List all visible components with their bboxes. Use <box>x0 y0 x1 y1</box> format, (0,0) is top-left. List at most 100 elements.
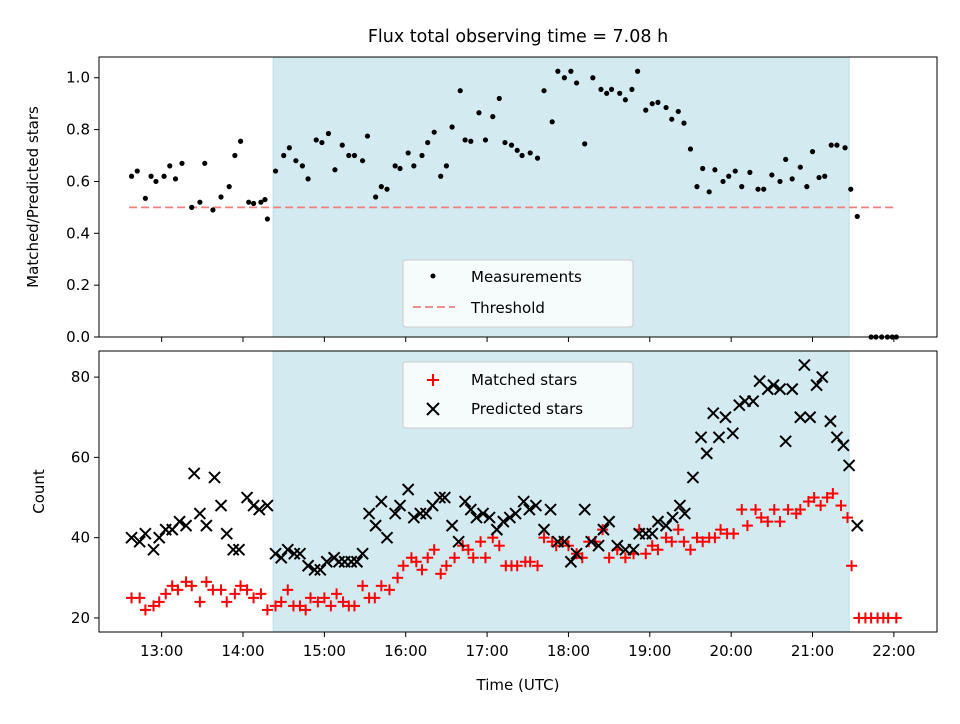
measurement-point <box>419 152 425 159</box>
measurement-point <box>449 124 455 130</box>
measurement-point <box>305 176 311 182</box>
matched-point <box>410 556 422 568</box>
matched-point <box>479 552 491 564</box>
measurement-point <box>842 145 848 151</box>
figure-title: Flux total observing time = 7.08 h <box>368 27 668 47</box>
predicted-point <box>570 547 583 560</box>
predicted-point <box>544 503 557 516</box>
measurement-point <box>360 158 366 164</box>
predicted-point <box>173 515 186 528</box>
matched-point <box>846 560 858 572</box>
predicted-point <box>798 358 811 372</box>
matched-point <box>808 492 820 504</box>
matched-point <box>475 536 487 548</box>
measurement-point <box>777 178 783 185</box>
measurement-point <box>747 169 753 175</box>
legend-predicted-label: Predicted stars <box>471 400 583 418</box>
measurement-point <box>700 165 706 172</box>
ratio-x-ticks <box>161 337 895 342</box>
matched-point <box>815 500 827 512</box>
matched-point <box>375 580 387 592</box>
measurement-point <box>482 137 489 143</box>
count-xtick-label: 15:00 <box>303 642 346 660</box>
measurement-point <box>687 146 694 152</box>
measurement-point <box>293 158 299 164</box>
measurement-point <box>373 194 379 200</box>
measurement-point <box>134 168 140 174</box>
matched-point <box>440 560 452 572</box>
measurement-point <box>339 142 345 148</box>
predicted-point <box>147 543 160 556</box>
measurement-point <box>496 95 502 102</box>
predicted-point <box>842 459 856 472</box>
predicted-point <box>651 515 665 528</box>
measurement-point <box>189 204 195 210</box>
predicted-point <box>187 467 201 480</box>
matched-point <box>462 544 474 556</box>
matched-point <box>736 504 748 516</box>
measurement-point <box>237 138 244 144</box>
predicted-point <box>261 499 274 512</box>
measurement-point <box>250 200 257 207</box>
predicted-point <box>483 511 496 524</box>
measurement-point <box>262 196 268 203</box>
predicted-point <box>193 507 207 520</box>
matched-point <box>392 572 404 584</box>
count-ytick-label: 20 <box>71 609 90 627</box>
measurement-point <box>313 137 319 143</box>
ratio-ytick-label: 1.0 <box>66 69 90 87</box>
matched-point <box>835 500 847 512</box>
measurement-point <box>425 139 431 146</box>
matched-point <box>397 560 409 572</box>
matched-point <box>148 600 160 612</box>
predicted-point <box>794 411 807 424</box>
predicted-point <box>517 495 530 508</box>
matched-point <box>493 540 505 552</box>
measurement-point <box>346 152 352 159</box>
measurement-point <box>769 172 775 178</box>
matched-point <box>691 532 703 544</box>
matched-point <box>241 584 253 596</box>
measurement-point <box>561 75 567 81</box>
predicted-point <box>200 519 213 532</box>
measurement-point <box>202 160 208 166</box>
measurement-point <box>167 163 173 169</box>
legend-measurements-label: Measurements <box>471 268 582 286</box>
matched-point <box>715 524 727 536</box>
matched-point <box>467 552 479 564</box>
measurement-point <box>797 164 803 170</box>
predicted-point <box>464 503 478 516</box>
measurement-point <box>179 160 185 166</box>
count-legend-box <box>402 361 634 429</box>
matched-point <box>428 544 440 556</box>
ratio-ytick-label: 0.0 <box>66 328 90 346</box>
measurement-point <box>153 178 159 185</box>
measurement-point <box>258 199 264 205</box>
matched-point <box>697 536 709 548</box>
matched-point <box>200 576 212 588</box>
measurement-point <box>761 186 767 192</box>
measurement-point <box>148 173 154 179</box>
matched-point <box>652 544 664 556</box>
count-ytick-label: 40 <box>71 529 90 547</box>
legend-matched-label: Matched stars <box>471 371 577 389</box>
ratio-ytick-label: 0.2 <box>66 276 90 294</box>
matched-point <box>186 580 198 592</box>
measurement-point <box>384 186 390 192</box>
measurement-point <box>828 142 834 148</box>
measurement-point <box>246 199 252 205</box>
matched-point <box>134 592 146 604</box>
predicted-point <box>597 523 610 536</box>
measurement-point <box>541 88 547 94</box>
count-plot-frame <box>98 350 938 633</box>
measurement-point <box>364 133 371 139</box>
matched-point <box>180 576 192 588</box>
measurement-point <box>218 194 224 200</box>
measurement-point <box>634 68 641 74</box>
predicted-point <box>837 439 850 452</box>
matched-point <box>160 588 172 600</box>
ratio-panel: 0.0 0.2 0.4 0.6 0.8 1.0 Matched/Predicted sta… <box>24 56 938 346</box>
measurement-point <box>783 156 789 163</box>
ratio-ytick-label: 0.6 <box>66 172 90 190</box>
